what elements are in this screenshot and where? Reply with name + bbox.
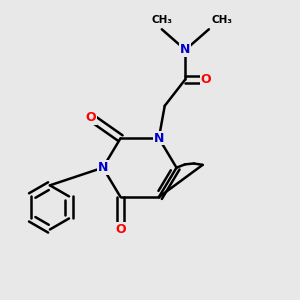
Text: O: O: [86, 111, 96, 124]
Text: N: N: [154, 132, 164, 145]
Text: N: N: [98, 161, 108, 174]
Text: O: O: [201, 73, 211, 86]
Text: O: O: [115, 223, 126, 236]
Text: CH₃: CH₃: [151, 15, 172, 25]
Text: CH₃: CH₃: [212, 15, 233, 25]
Text: N: N: [180, 44, 190, 56]
